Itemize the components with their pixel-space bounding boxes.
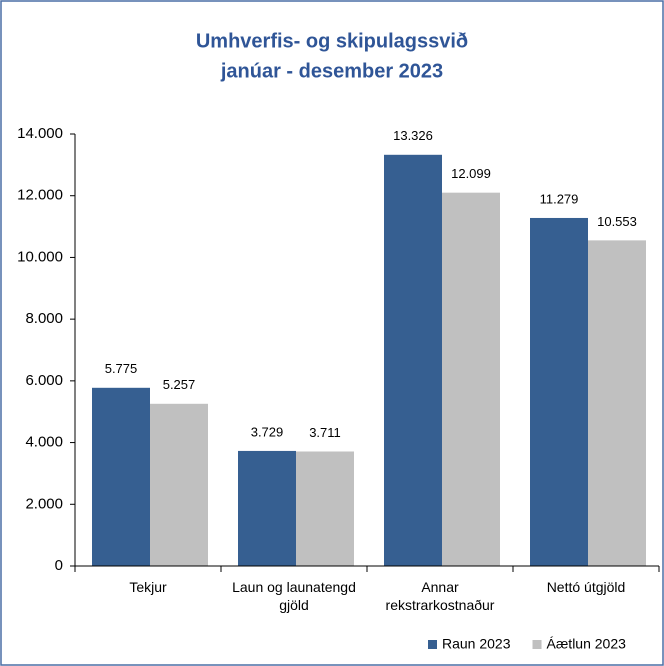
- legend-swatch: [428, 640, 437, 649]
- data-label: 10.553: [597, 214, 637, 229]
- data-label: 3.711: [309, 425, 341, 440]
- y-tick-label: 8.000: [25, 310, 63, 327]
- y-tick-label: 14.000: [17, 125, 63, 142]
- y-tick-label: 12.000: [17, 187, 63, 204]
- x-tick-label: Tekjur: [129, 579, 167, 595]
- x-tick-label: Laun og launatengd gjöld: [232, 579, 356, 613]
- bar: [442, 192, 500, 566]
- y-tick-label: 2.000: [25, 495, 63, 512]
- y-tick-label: 4.000: [25, 434, 63, 451]
- data-label: 11.279: [540, 191, 579, 206]
- bar: [384, 154, 442, 566]
- chart-title: janúar - desember 2023: [220, 60, 443, 82]
- legend-label: Raun 2023: [442, 636, 511, 652]
- data-label: 13.326: [393, 128, 433, 143]
- legend-swatch: [532, 640, 542, 649]
- chart-title: Umhverfis- og skipulagssvið: [196, 30, 468, 52]
- legend-label: Áætlun 2023: [547, 636, 627, 652]
- bar: [92, 387, 150, 566]
- bar: [150, 403, 208, 566]
- bar: [530, 217, 588, 566]
- data-label: 5.257: [163, 377, 196, 392]
- y-tick-label: 0: [55, 557, 63, 574]
- x-tick-label: Annar rekstrarkostnaður: [385, 579, 495, 613]
- bar: [238, 450, 296, 566]
- bar: [588, 240, 646, 567]
- y-tick-label: 10.000: [17, 248, 63, 265]
- y-tick-label: 6.000: [25, 372, 63, 389]
- x-tick-label: Nettó útgjöld: [546, 579, 626, 595]
- data-label: 5.775: [105, 361, 138, 376]
- data-label: 12.099: [451, 166, 491, 181]
- bar: [296, 451, 354, 566]
- data-label: 3.729: [251, 424, 284, 439]
